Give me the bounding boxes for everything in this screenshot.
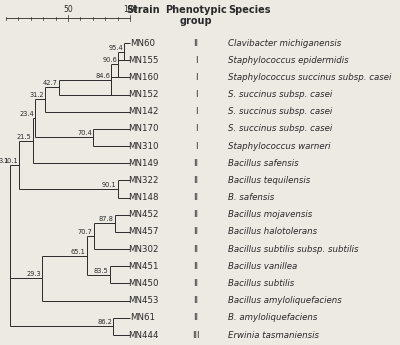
- Text: Bacillus tequilensis: Bacillus tequilensis: [228, 176, 310, 185]
- Text: 31.2: 31.2: [29, 92, 44, 98]
- Text: MN302: MN302: [128, 245, 158, 254]
- Text: 90.6: 90.6: [102, 58, 117, 63]
- Text: 21.5: 21.5: [17, 134, 32, 140]
- Text: 42.7: 42.7: [43, 80, 58, 86]
- Text: Species: Species: [228, 5, 270, 15]
- Text: MN452: MN452: [128, 210, 158, 219]
- Text: II: II: [194, 39, 198, 48]
- Text: Bacillus amyloliquefaciens: Bacillus amyloliquefaciens: [228, 296, 342, 305]
- Text: I: I: [195, 141, 197, 150]
- Text: 65.1: 65.1: [71, 248, 86, 255]
- Text: Bacillus subtilis subsp. subtilis: Bacillus subtilis subsp. subtilis: [228, 245, 358, 254]
- Text: MN170: MN170: [128, 125, 158, 134]
- Text: II: II: [194, 193, 198, 202]
- Text: S. succinus subsp. casei: S. succinus subsp. casei: [228, 90, 332, 99]
- Text: MN160: MN160: [128, 73, 158, 82]
- Text: I: I: [195, 125, 197, 134]
- Text: Staphylococcus succinus subsp. casei: Staphylococcus succinus subsp. casei: [228, 73, 391, 82]
- Text: II: II: [194, 227, 198, 236]
- Text: Bacillus safensis: Bacillus safensis: [228, 159, 299, 168]
- Text: Clavibacter michiganensis: Clavibacter michiganensis: [228, 39, 341, 48]
- Text: MN310: MN310: [128, 141, 158, 150]
- Text: MN453: MN453: [128, 296, 158, 305]
- Text: I: I: [195, 73, 197, 82]
- Text: Strain: Strain: [126, 5, 160, 15]
- Text: 84.6: 84.6: [95, 72, 110, 79]
- Text: II: II: [194, 176, 198, 185]
- Text: 70.7: 70.7: [78, 229, 93, 235]
- Text: 90.1: 90.1: [102, 182, 117, 188]
- Text: I: I: [195, 107, 197, 116]
- Text: Bacillus vanillea: Bacillus vanillea: [228, 262, 297, 271]
- Text: B. amyloliquefaciens: B. amyloliquefaciens: [228, 313, 317, 322]
- Text: II: II: [194, 279, 198, 288]
- Text: Erwinia tasmaniensis: Erwinia tasmaniensis: [228, 331, 319, 339]
- Text: I: I: [195, 90, 197, 99]
- Text: S. succinus subsp. casei: S. succinus subsp. casei: [228, 125, 332, 134]
- Text: II: II: [194, 296, 198, 305]
- Text: MN322: MN322: [128, 176, 158, 185]
- Text: MN451: MN451: [128, 262, 158, 271]
- Text: III: III: [192, 331, 200, 339]
- Text: MN155: MN155: [128, 56, 158, 65]
- Text: S. succinus subsp. casei: S. succinus subsp. casei: [228, 107, 332, 116]
- Text: 83.5: 83.5: [94, 268, 108, 274]
- Text: 3.1: 3.1: [0, 158, 9, 164]
- Text: 10.1: 10.1: [3, 158, 18, 164]
- Text: 70.4: 70.4: [78, 130, 92, 137]
- Text: B. safensis: B. safensis: [228, 193, 274, 202]
- Text: II: II: [194, 159, 198, 168]
- Text: Bacillus mojavensis: Bacillus mojavensis: [228, 210, 312, 219]
- Text: 95.4: 95.4: [108, 45, 123, 51]
- Text: 87.8: 87.8: [99, 216, 114, 223]
- Text: MN152: MN152: [128, 90, 158, 99]
- Text: I: I: [195, 56, 197, 65]
- Text: II: II: [194, 262, 198, 271]
- Text: II: II: [194, 210, 198, 219]
- Text: MN148: MN148: [128, 193, 158, 202]
- Text: MN450: MN450: [128, 279, 158, 288]
- Text: MN61: MN61: [130, 313, 156, 322]
- Text: MN142: MN142: [128, 107, 158, 116]
- Text: 86.2: 86.2: [97, 319, 112, 325]
- Text: 100: 100: [123, 5, 137, 14]
- Text: MN60: MN60: [130, 39, 156, 48]
- Text: Phenotypic
group: Phenotypic group: [165, 5, 227, 26]
- Text: MN149: MN149: [128, 159, 158, 168]
- Text: Staphylococcus epidermidis: Staphylococcus epidermidis: [228, 56, 349, 65]
- Text: Bacillus subtilis: Bacillus subtilis: [228, 279, 294, 288]
- Text: Bacillus halotolerans: Bacillus halotolerans: [228, 227, 317, 236]
- Text: 29.3: 29.3: [27, 271, 41, 277]
- Text: 50: 50: [63, 5, 73, 14]
- Text: Staphylococcus warneri: Staphylococcus warneri: [228, 141, 330, 150]
- Text: 23.4: 23.4: [19, 111, 34, 117]
- Text: MN457: MN457: [128, 227, 158, 236]
- Text: II: II: [194, 245, 198, 254]
- Text: II: II: [194, 313, 198, 322]
- Text: MN444: MN444: [128, 331, 158, 339]
